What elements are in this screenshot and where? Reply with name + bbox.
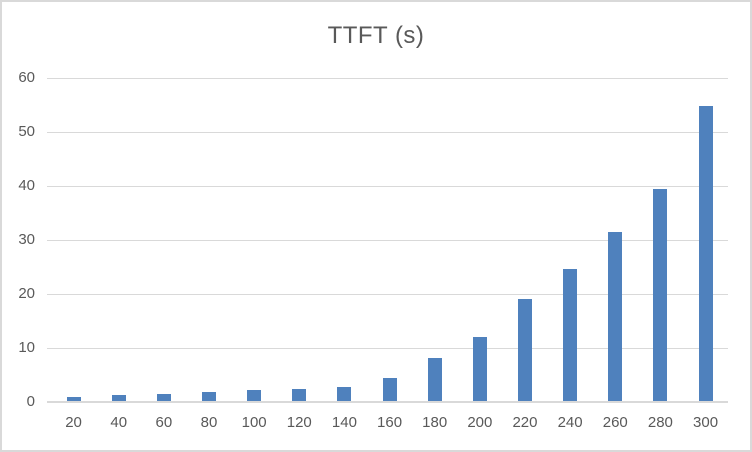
bar-slot [683, 78, 728, 402]
bar [337, 387, 352, 402]
x-axis-tick-label: 120 [286, 414, 312, 431]
plot-area [47, 78, 728, 403]
x-axis-tick-label: 200 [467, 414, 493, 431]
bar [201, 391, 216, 402]
x-axis-tick-label: 280 [647, 414, 673, 431]
y-axis-tick-label: 40 [18, 177, 35, 194]
bar-slot [457, 78, 502, 402]
x-axis-labels: 20 40 60 80 100 120 140 160 180 200 220 240 260 280 30… [51, 414, 728, 432]
y-axis-tick-label: 30 [18, 231, 35, 248]
bar [111, 394, 126, 402]
gridline [47, 78, 728, 79]
x-axis-tick-label: 180 [422, 414, 448, 431]
y-axis-tick-label: 60 [18, 69, 35, 86]
bar [382, 377, 397, 402]
y-axis-tick-label: 0 [26, 393, 35, 410]
bar-slot [412, 78, 457, 402]
bar [472, 336, 487, 402]
bar-slot [502, 78, 547, 402]
chart-title: TTFT (s) [327, 22, 425, 49]
bar-slot [96, 78, 141, 402]
x-axis-tick-label: 140 [331, 414, 357, 431]
bar [563, 268, 578, 402]
bar-slot [322, 78, 367, 402]
gridline [47, 348, 728, 349]
gridline [47, 294, 728, 295]
gridline [47, 240, 728, 241]
bar-slot [548, 78, 593, 402]
bar [653, 189, 668, 402]
bar-slot [51, 78, 96, 402]
bar-slot [186, 78, 231, 402]
x-axis-tick-label: 60 [155, 414, 173, 431]
bar-slot [141, 78, 186, 402]
bar [427, 357, 442, 402]
bar-slot [367, 78, 412, 402]
x-axis-tick-label: 220 [512, 414, 538, 431]
bar [66, 397, 81, 402]
bar-slot [638, 78, 683, 402]
x-axis-tick-label: 260 [602, 414, 628, 431]
x-axis-tick-label: 300 [693, 414, 719, 431]
bar-slot [593, 78, 638, 402]
y-axis-tick-label: 50 [18, 123, 35, 140]
gridline [47, 186, 728, 187]
x-axis-tick-label: 100 [241, 414, 267, 431]
x-axis-tick-label: 40 [110, 414, 128, 431]
y-axis-tick-label: 20 [18, 285, 35, 302]
y-axis-tick-label: 10 [18, 339, 35, 356]
bar [156, 393, 171, 402]
gridline [47, 132, 728, 133]
bar [292, 388, 307, 402]
bar-series [51, 78, 728, 402]
x-axis-tick-label: 160 [377, 414, 403, 431]
y-axis-labels: 0 10 20 30 40 50 60 [0, 69, 35, 410]
x-axis-line [47, 401, 728, 403]
bar-slot [232, 78, 277, 402]
bar [247, 390, 262, 402]
x-axis-tick-label: 240 [557, 414, 583, 431]
bar [608, 231, 623, 402]
bar-slot [277, 78, 322, 402]
bar [517, 299, 532, 402]
x-axis-tick-label: 20 [65, 414, 82, 431]
x-axis-tick-label: 80 [200, 414, 218, 431]
bar [698, 106, 713, 402]
